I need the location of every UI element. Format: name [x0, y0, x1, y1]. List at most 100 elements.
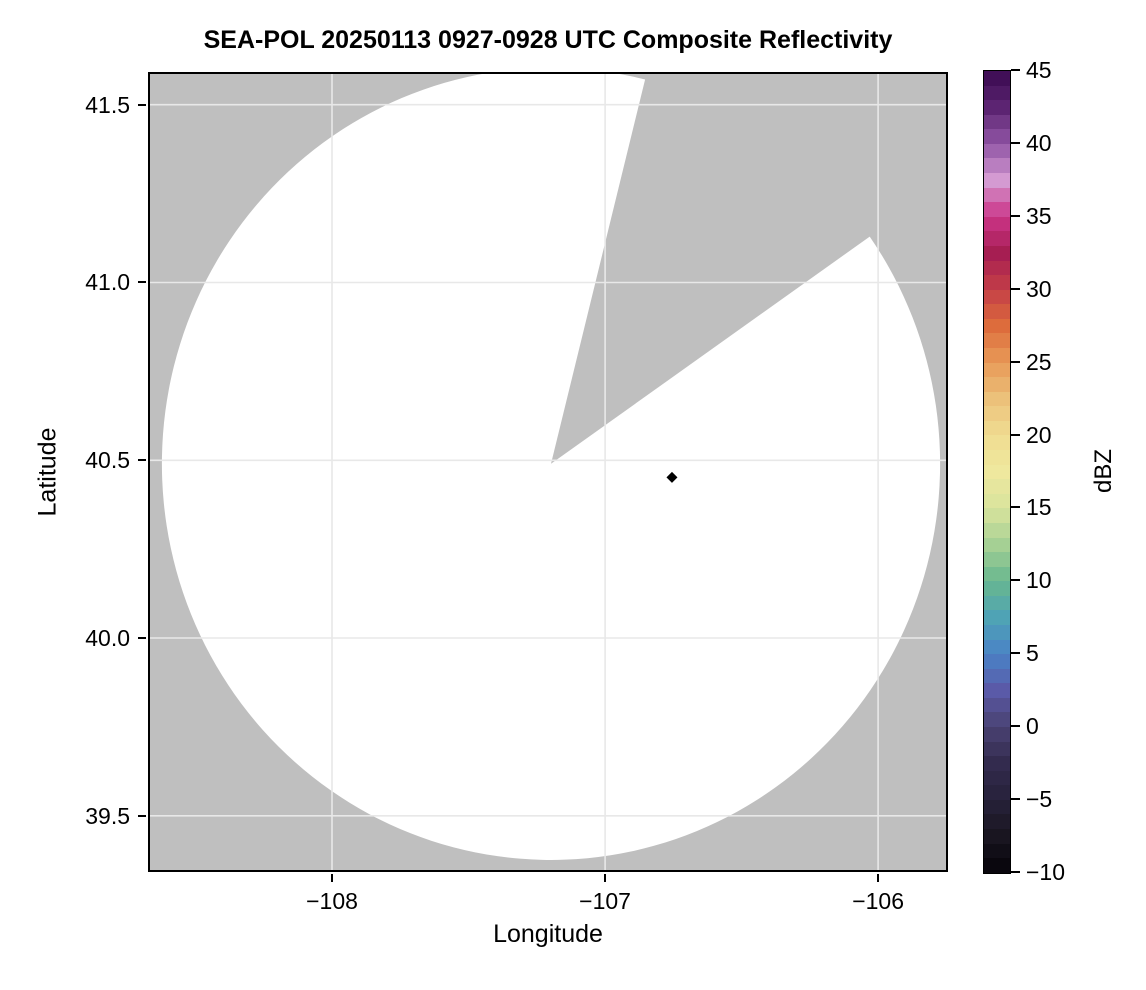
colorbar-band — [984, 697, 1010, 713]
colorbar-tick-label: −5 — [1026, 786, 1053, 813]
colorbar-band — [984, 377, 1010, 392]
colorbar-band — [984, 333, 1010, 348]
radar-map-svg — [148, 72, 948, 872]
colorbar-tick-label: 0 — [1026, 713, 1039, 740]
x-tick-label: −107 — [579, 888, 631, 914]
colorbar-tick-label: 35 — [1026, 202, 1052, 229]
x-tick-mark — [331, 874, 334, 882]
colorbar-band — [984, 143, 1010, 159]
colorbar-band — [984, 552, 1010, 567]
colorbar-band — [984, 756, 1010, 771]
colorbar-band — [984, 362, 1010, 378]
colorbar-band — [984, 173, 1010, 188]
y-tick-label: 41.5 — [85, 91, 130, 118]
plot-area — [148, 72, 948, 872]
colorbar-band — [984, 114, 1010, 130]
colorbar-tick-mark — [1011, 214, 1020, 217]
colorbar-band — [984, 216, 1010, 232]
colorbar-band — [984, 71, 1010, 86]
colorbar-band — [984, 668, 1010, 684]
colorbar-tick-mark — [1011, 579, 1020, 582]
colorbar-band — [984, 231, 1010, 246]
plot-title: SEA-POL 20250113 0927-0928 UTC Composite… — [203, 26, 893, 54]
site-marker-diamond — [666, 471, 678, 483]
colorbar-band — [984, 522, 1010, 538]
colorbar-tick-label: 45 — [1026, 57, 1052, 83]
colorbar-band — [984, 654, 1010, 669]
colorbar-band — [984, 347, 1010, 363]
colorbar-band — [984, 741, 1010, 757]
y-tick-mark — [138, 814, 146, 817]
x-tick-label: −106 — [852, 888, 904, 914]
colorbar-band — [984, 289, 1010, 305]
colorbar-band — [984, 624, 1010, 640]
x-tick-label: −108 — [306, 888, 358, 914]
colorbar-band — [984, 537, 1010, 553]
colorbar-tick-label: 20 — [1026, 421, 1052, 448]
colorbar-band — [984, 770, 1010, 786]
colorbar-band — [984, 318, 1010, 334]
colorbar-tick-label: 30 — [1026, 275, 1052, 302]
y-tick-mark — [138, 637, 146, 640]
colorbar-tick-label: 15 — [1026, 494, 1052, 521]
colorbar-band — [984, 727, 1010, 742]
colorbar-band — [984, 799, 1010, 815]
colorbar-band — [984, 158, 1010, 174]
colorbar-tick-mark — [1011, 69, 1020, 71]
colorbar-tick-mark — [1011, 360, 1020, 363]
colorbar — [983, 70, 1011, 874]
colorbar-band — [984, 581, 1010, 596]
colorbar-band — [984, 187, 1010, 203]
colorbar-band — [984, 420, 1010, 436]
colorbar-tick-mark — [1011, 433, 1020, 436]
colorbar-tick-label: 10 — [1026, 567, 1052, 594]
y-tick-label: 40.0 — [85, 625, 130, 652]
colorbar-band — [984, 829, 1010, 844]
y-tick-label: 41.0 — [85, 269, 130, 296]
colorbar-tick-mark — [1011, 871, 1020, 873]
radar-coverage-area — [161, 72, 941, 860]
colorbar-band — [984, 435, 1010, 451]
colorbar-tick-mark — [1011, 652, 1020, 655]
y-tick-mark — [138, 459, 146, 462]
colorbar-band — [984, 785, 1010, 800]
colorbar-band — [984, 566, 1010, 582]
colorbar-band — [984, 843, 1010, 859]
colorbar-band — [984, 85, 1010, 101]
colorbar-band — [984, 304, 1010, 319]
colorbar-band — [984, 406, 1010, 421]
colorbar-tick-mark — [1011, 798, 1020, 801]
colorbar-tick-label: 40 — [1026, 129, 1052, 156]
y-tick-label: 40.5 — [85, 447, 130, 474]
colorbar-band — [984, 100, 1010, 115]
x-tick-mark — [877, 874, 880, 882]
y-tick-label: 39.5 — [85, 802, 130, 829]
y-tick-mark — [138, 281, 146, 284]
y-tick-mark — [138, 103, 146, 106]
colorbar-tick-label: 5 — [1026, 640, 1039, 667]
colorbar-tick-mark — [1011, 141, 1020, 144]
colorbar-band — [984, 493, 1010, 509]
colorbar-band — [984, 595, 1010, 611]
colorbar-band — [984, 129, 1010, 144]
colorbar-tick-label: −10 — [1026, 859, 1066, 885]
colorbar-axis-label: dBZ — [1090, 448, 1117, 494]
colorbar-tick-label: 25 — [1026, 348, 1052, 375]
colorbar-band — [984, 639, 1010, 655]
colorbar-band — [984, 610, 1010, 625]
x-tick-mark — [604, 874, 607, 882]
colorbar-band — [984, 814, 1010, 830]
colorbar-band — [984, 260, 1010, 276]
colorbar-band — [984, 683, 1010, 698]
colorbar-band — [984, 275, 1010, 290]
colorbar-band — [984, 508, 1010, 523]
colorbar-band — [984, 202, 1010, 217]
colorbar-band — [984, 391, 1010, 407]
colorbar-tick-mark — [1011, 725, 1020, 728]
axes-spine — [148, 72, 948, 872]
colorbar-tick-mark — [1011, 287, 1020, 290]
colorbar-band — [984, 712, 1010, 728]
colorbar-tick-mark — [1011, 506, 1020, 509]
colorbar-band — [984, 479, 1010, 494]
